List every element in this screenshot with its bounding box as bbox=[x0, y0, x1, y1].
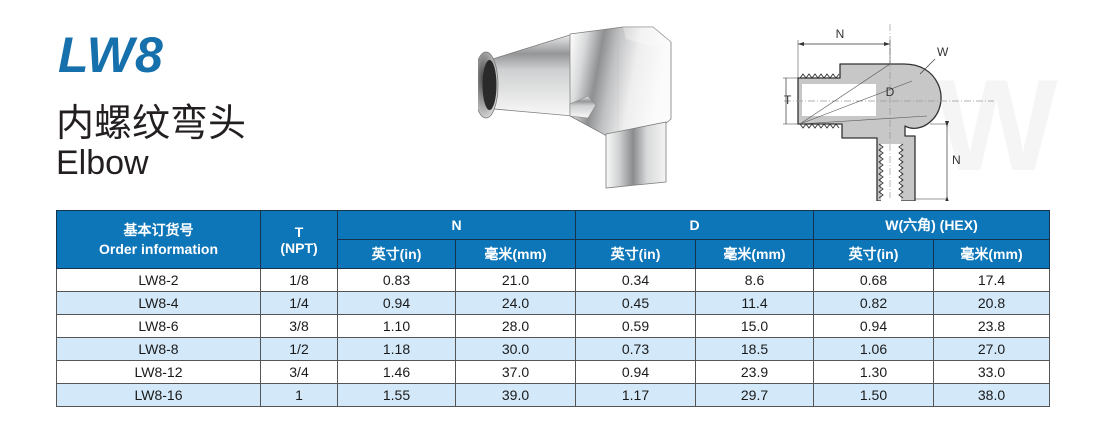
svg-text:D: D bbox=[886, 85, 895, 99]
svg-text:W: W bbox=[937, 45, 949, 59]
svg-text:T: T bbox=[784, 93, 792, 107]
svg-text:N: N bbox=[952, 153, 961, 167]
svg-text:N: N bbox=[836, 27, 845, 41]
